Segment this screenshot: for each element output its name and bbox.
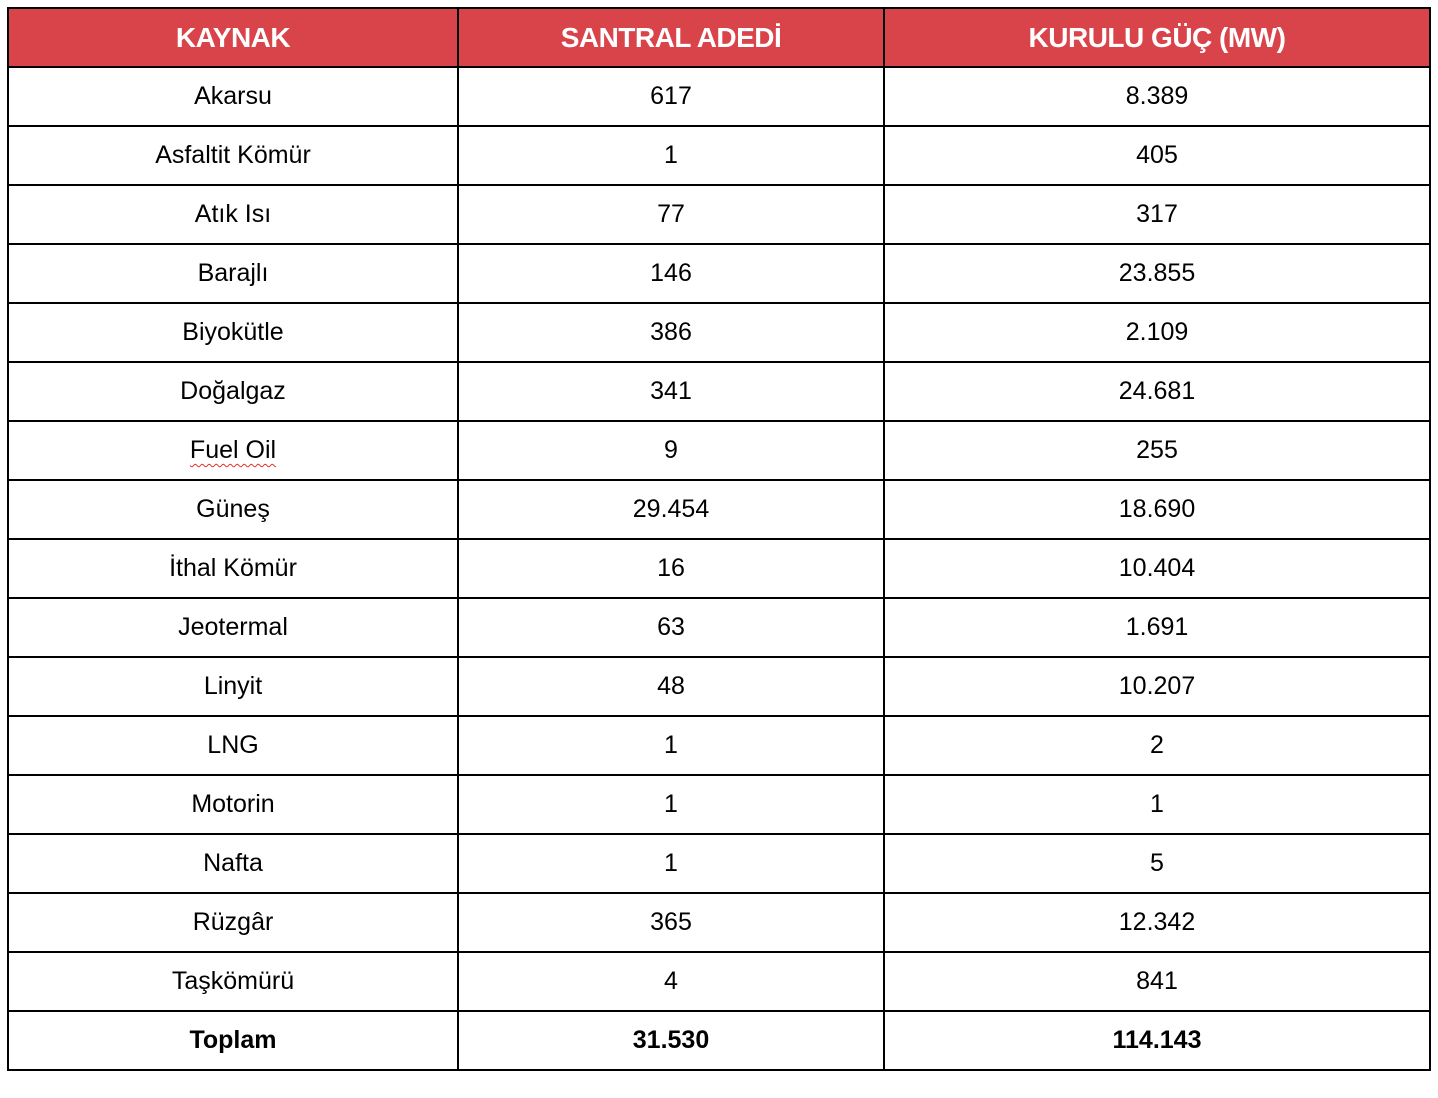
table-row: Biyokütle 386 2.109: [7, 302, 1431, 363]
power-cell: 841: [883, 951, 1431, 1012]
total-count: 31.530: [457, 1010, 885, 1071]
power-cell: 405: [883, 125, 1431, 186]
source-cell: Rüzgâr: [7, 892, 459, 953]
table-row: Güneş 29.454 18.690: [7, 479, 1431, 540]
source-cell: Linyit: [7, 656, 459, 717]
table-row: Motorin 1 1: [7, 774, 1431, 835]
power-cell: 1: [883, 774, 1431, 835]
table-row: LNG 1 2: [7, 715, 1431, 776]
total-label: Toplam: [7, 1010, 459, 1071]
source-cell: LNG: [7, 715, 459, 776]
total-power: 114.143: [883, 1010, 1431, 1071]
table-header: KAYNAK SANTRAL ADEDİ KURULU GÜÇ (MW): [7, 7, 1431, 68]
power-cell: 1.691: [883, 597, 1431, 658]
count-cell: 9: [457, 420, 885, 481]
count-cell: 77: [457, 184, 885, 245]
count-cell: 63: [457, 597, 885, 658]
power-cell: 18.690: [883, 479, 1431, 540]
table-row: Asfaltit Kömür 1 405: [7, 125, 1431, 186]
source-cell: Motorin: [7, 774, 459, 835]
power-cell: 255: [883, 420, 1431, 481]
power-cell: 8.389: [883, 66, 1431, 127]
count-cell: 1: [457, 715, 885, 776]
source-cell: Taşkömürü: [7, 951, 459, 1012]
source-cell: Güneş: [7, 479, 459, 540]
source-cell: Atık Isı: [7, 184, 459, 245]
count-cell: 1: [457, 833, 885, 894]
table-body: Akarsu 617 8.389 Asfaltit Kömür 1 405 At…: [7, 66, 1431, 1071]
count-cell: 617: [457, 66, 885, 127]
header-source: KAYNAK: [7, 7, 459, 68]
power-cell: 24.681: [883, 361, 1431, 422]
table-row: İthal Kömür 16 10.404: [7, 538, 1431, 599]
power-plants-table: KAYNAK SANTRAL ADEDİ KURULU GÜÇ (MW) Aka…: [7, 7, 1431, 1071]
header-installed-power: KURULU GÜÇ (MW): [883, 7, 1431, 68]
count-cell: 29.454: [457, 479, 885, 540]
spellcheck-text: Fuel Oil: [189, 436, 277, 464]
count-cell: 1: [457, 774, 885, 835]
power-cell: 10.404: [883, 538, 1431, 599]
table-row: Atık Isı 77 317: [7, 184, 1431, 245]
count-cell: 386: [457, 302, 885, 363]
source-cell: Akarsu: [7, 66, 459, 127]
header-row: KAYNAK SANTRAL ADEDİ KURULU GÜÇ (MW): [7, 7, 1431, 68]
table-row: Taşkömürü 4 841: [7, 951, 1431, 1012]
count-cell: 341: [457, 361, 885, 422]
source-cell: Asfaltit Kömür: [7, 125, 459, 186]
count-cell: 48: [457, 656, 885, 717]
source-cell: Fuel Oil: [7, 420, 459, 481]
power-cell: 5: [883, 833, 1431, 894]
power-cell: 2.109: [883, 302, 1431, 363]
source-cell: Biyokütle: [7, 302, 459, 363]
power-cell: 12.342: [883, 892, 1431, 953]
power-cell: 23.855: [883, 243, 1431, 304]
table-row: Doğalgaz 341 24.681: [7, 361, 1431, 422]
count-cell: 146: [457, 243, 885, 304]
total-row: Toplam 31.530 114.143: [7, 1010, 1431, 1071]
power-cell: 10.207: [883, 656, 1431, 717]
source-cell: İthal Kömür: [7, 538, 459, 599]
count-cell: 365: [457, 892, 885, 953]
header-plant-count: SANTRAL ADEDİ: [457, 7, 885, 68]
power-cell: 317: [883, 184, 1431, 245]
table-row: Nafta 1 5: [7, 833, 1431, 894]
count-cell: 16: [457, 538, 885, 599]
count-cell: 4: [457, 951, 885, 1012]
count-cell: 1: [457, 125, 885, 186]
table-row: Rüzgâr 365 12.342: [7, 892, 1431, 953]
table-row: Linyit 48 10.207: [7, 656, 1431, 717]
table-row: Barajlı 146 23.855: [7, 243, 1431, 304]
source-cell: Barajlı: [7, 243, 459, 304]
source-cell: Nafta: [7, 833, 459, 894]
source-cell: Jeotermal: [7, 597, 459, 658]
source-cell: Doğalgaz: [7, 361, 459, 422]
table-row: Jeotermal 63 1.691: [7, 597, 1431, 658]
table-row: Akarsu 617 8.389: [7, 66, 1431, 127]
table-row: Fuel Oil 9 255: [7, 420, 1431, 481]
power-cell: 2: [883, 715, 1431, 776]
